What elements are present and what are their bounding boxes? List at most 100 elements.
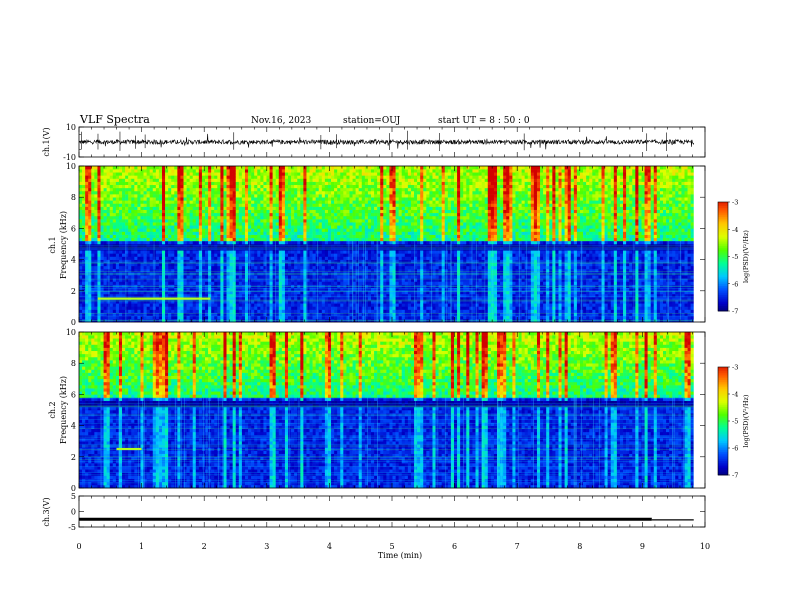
spectrogram-cell	[257, 225, 261, 229]
spectrogram-cell	[235, 297, 240, 301]
spectrogram-cell	[235, 244, 240, 248]
spectrogram-cell	[122, 315, 126, 320]
spectrogram-cell	[106, 281, 111, 285]
spectrogram-cell	[79, 306, 83, 310]
spectrogram-cell	[334, 206, 338, 210]
spectrogram-cell	[251, 278, 255, 282]
spectrogram-cell	[155, 309, 160, 313]
spectrogram-cell	[232, 250, 237, 254]
spectrogram-cell	[158, 169, 163, 173]
spectrogram-cell	[331, 306, 335, 310]
spectrogram-cell	[321, 293, 326, 298]
spectrogram-cell	[161, 281, 166, 285]
spectrogram-cell	[361, 231, 366, 235]
spectrogram-cell	[364, 178, 369, 182]
spectrogram-cell	[91, 318, 95, 323]
spectrogram-cell	[180, 194, 184, 198]
spectrogram-cell	[158, 268, 163, 273]
spectrogram-cell	[327, 231, 332, 235]
spectrogram-cell	[146, 190, 150, 195]
spectrogram-cell	[149, 303, 154, 307]
spectrogram-cell	[241, 315, 246, 320]
spectrogram-cell	[303, 250, 307, 254]
spectrogram-cell	[257, 209, 261, 214]
spectrogram-cell	[91, 250, 95, 254]
spectrogram-cell	[143, 175, 147, 179]
spectrogram-cell	[94, 318, 98, 323]
spectrogram-cell	[318, 225, 323, 229]
spectrogram-cell	[137, 250, 141, 254]
spectrogram-cell	[266, 318, 270, 323]
spectrogram-cell	[177, 209, 181, 214]
spectrogram-cell	[195, 178, 200, 182]
spectrogram-cell	[149, 256, 154, 260]
spectrogram-cell	[214, 259, 218, 264]
spectrogram-cell	[303, 187, 307, 192]
spectrogram-cell	[208, 175, 212, 179]
spectrogram-cell	[143, 237, 147, 242]
spectrogram-cell	[291, 253, 295, 257]
spectrogram-cell	[189, 312, 194, 317]
spectrogram-cell	[288, 197, 292, 201]
spectrogram-cell	[238, 190, 243, 195]
spectrogram-cell	[122, 287, 126, 292]
spectrogram-cell	[131, 231, 135, 235]
spectrogram-cell	[226, 200, 230, 204]
spectrogram-cell	[257, 219, 261, 223]
spectrogram-cell	[340, 212, 344, 217]
spectrogram-cell	[340, 209, 344, 214]
spectrogram-cell	[275, 306, 280, 310]
spectrogram-cell	[122, 203, 126, 207]
spectrogram-cell	[125, 315, 129, 320]
spectrogram-cell	[165, 303, 169, 307]
spectrogram-cell	[281, 259, 286, 264]
spectrogram-cell	[349, 228, 353, 232]
spectrogram-cell	[291, 219, 295, 223]
spectrogram-cell	[125, 265, 129, 270]
spectrogram-cell	[229, 312, 233, 317]
spectrogram-cell	[189, 278, 194, 282]
spectrogram-cell	[171, 259, 175, 264]
spectrogram-cell	[174, 250, 178, 254]
spectrogram-cell	[146, 225, 150, 229]
spectrogram-cell	[134, 190, 138, 195]
spectrogram-cell	[269, 278, 273, 282]
spectrogram-cell	[198, 225, 203, 229]
spectrogram-cell	[284, 166, 289, 170]
spectrogram-cell	[281, 253, 286, 257]
spectrogram-cell	[374, 194, 378, 198]
spectrogram-cell	[300, 306, 304, 310]
spectrogram-cell	[82, 250, 86, 254]
spectrogram-cell	[327, 190, 332, 195]
spectrogram-cell	[331, 303, 335, 307]
spectrogram-cell	[232, 187, 237, 192]
spectrogram-cell	[361, 234, 366, 239]
spectrogram-cell	[183, 300, 187, 304]
spectrogram-cell	[208, 206, 212, 210]
spectrogram-cell	[257, 212, 261, 217]
spectrogram-cell	[128, 209, 132, 214]
spectrogram-cell	[291, 206, 295, 210]
spectrogram-cell	[288, 212, 292, 217]
spectrogram-cell	[303, 181, 307, 186]
spectrogram-cell	[309, 244, 313, 248]
spectrogram-cell	[100, 169, 104, 173]
spectrogram-cell	[284, 287, 289, 292]
spectrogram-cell	[152, 309, 157, 313]
spectrogram-cell	[137, 290, 141, 295]
spectrogram-cell	[152, 247, 157, 251]
spectrogram-cell	[100, 228, 104, 232]
spectrogram-cell	[79, 169, 83, 173]
spectrogram-cell	[244, 309, 249, 313]
spectrogram-cell	[254, 309, 258, 313]
spectrogram-cell	[327, 234, 332, 239]
spectrogram-cell	[100, 231, 104, 235]
spectrogram-cell	[140, 293, 144, 298]
spectrogram-cell	[291, 231, 295, 235]
spectrogram-cell	[189, 300, 194, 304]
spectrogram-cell	[97, 237, 101, 242]
spectrogram-cell	[220, 318, 224, 323]
spectrogram-cell	[168, 197, 172, 201]
spectrogram-cell	[358, 197, 363, 201]
spectrogram-cell	[155, 247, 160, 251]
